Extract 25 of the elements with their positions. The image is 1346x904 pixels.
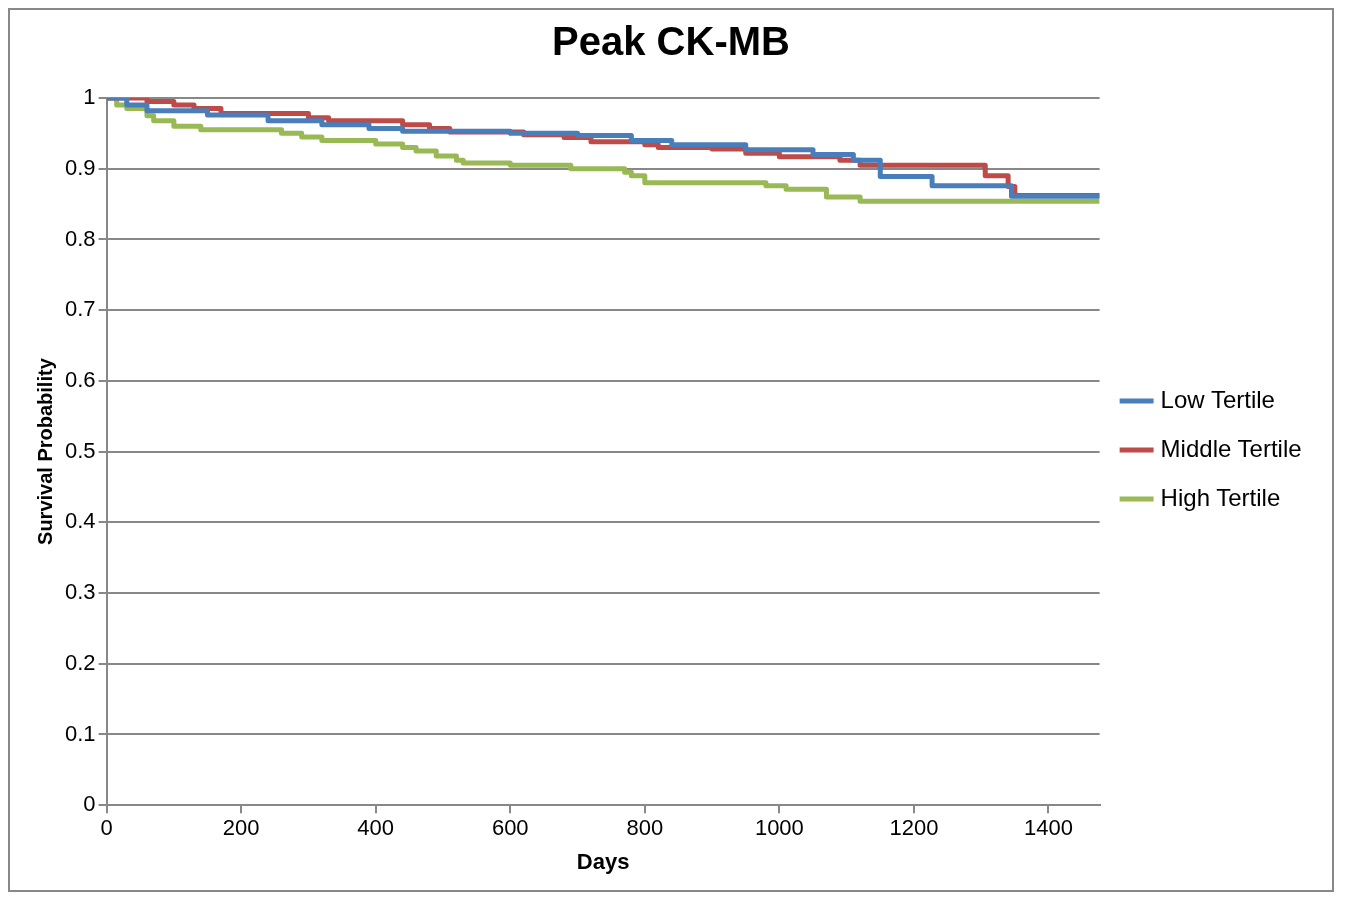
y-tick-label: 0.8: [64, 225, 96, 251]
y-tick-label: 0: [83, 791, 96, 817]
legend-label: Low Tertile: [1160, 385, 1275, 413]
chart-title: Peak CK-MB: [552, 19, 790, 64]
legend-label: High Tertile: [1160, 483, 1281, 511]
x-tick-label: 400: [357, 815, 395, 841]
x-tick-label: 1000: [754, 815, 804, 841]
y-tick-label: 0.7: [64, 296, 96, 322]
y-tick-label: 0.3: [64, 579, 96, 605]
x-tick-label: 1200: [889, 815, 939, 841]
x-tick-label: 200: [222, 815, 260, 841]
x-tick-label: 0: [100, 815, 113, 841]
y-tick-label: 0.9: [64, 154, 96, 180]
y-tick-label: 0.1: [64, 720, 96, 746]
y-tick-label: 1: [83, 84, 96, 110]
y-tick-label: 0.2: [64, 649, 96, 675]
x-axis-title: Days: [576, 848, 630, 874]
legend-label: Middle Tertile: [1160, 434, 1302, 462]
y-tick-label: 0.5: [64, 437, 96, 463]
y-tick-label: 0.4: [64, 508, 96, 534]
x-tick-label: 1400: [1024, 815, 1073, 841]
x-tick-label: 800: [626, 815, 664, 841]
x-tick-label: 600: [491, 815, 529, 841]
y-tick-label: 0.6: [64, 366, 96, 392]
y-axis-title: Survival Probability: [33, 357, 56, 545]
